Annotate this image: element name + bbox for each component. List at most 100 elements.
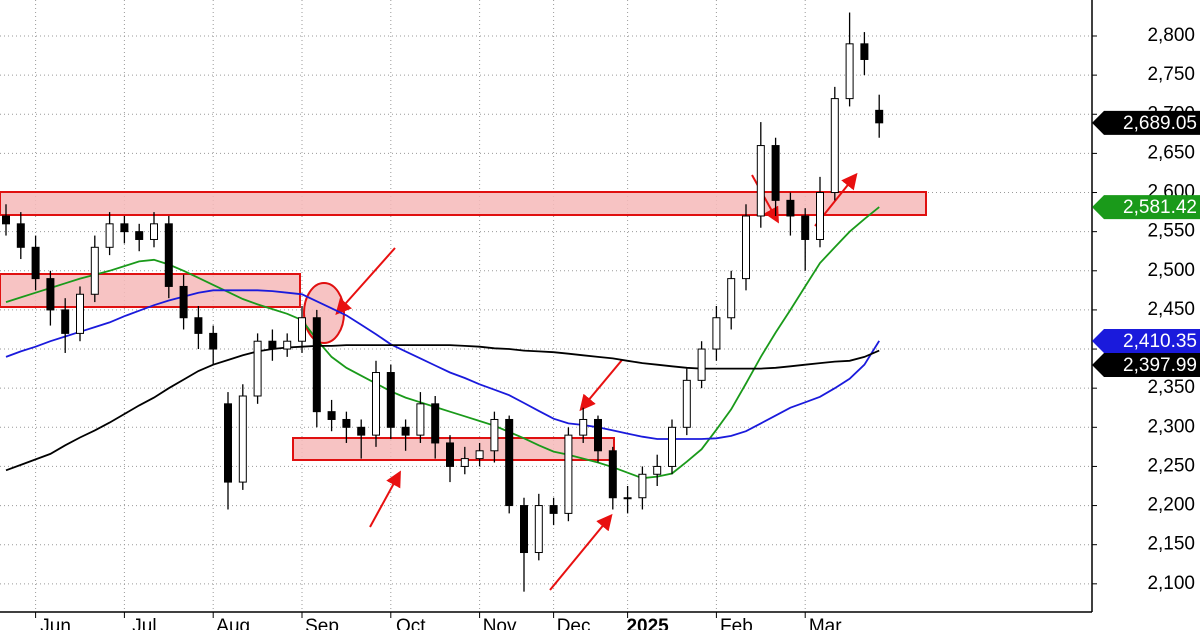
- candle-body: [238, 395, 247, 483]
- candle-body: [579, 418, 588, 436]
- x-tick-label: Jul: [132, 616, 156, 630]
- moving-average-line: [5, 289, 880, 440]
- y-tick-label: 2,500: [1147, 260, 1195, 281]
- candle-body: [357, 426, 366, 436]
- candle-body: [786, 199, 795, 217]
- candle-body: [372, 372, 380, 436]
- y-tick-label: 2,550: [1147, 221, 1195, 242]
- candle-body: [742, 215, 750, 280]
- arrow: [335, 247, 396, 315]
- candle-body: [416, 403, 425, 436]
- x-tick-label: Dec: [557, 616, 591, 630]
- candle-body: [608, 450, 617, 499]
- last-value-badge: [1092, 352, 1200, 377]
- x-tick-label: 2025: [626, 616, 669, 630]
- candle-body: [727, 278, 736, 319]
- candle-body: [682, 379, 691, 428]
- last-value-label: 2,689.05: [1123, 113, 1197, 134]
- axis-panel: [1093, 0, 1200, 630]
- x-tick-label: Nov: [483, 616, 517, 630]
- x-tick-label: Jun: [40, 616, 71, 630]
- candle-body: [668, 426, 676, 467]
- candle-body: [342, 418, 351, 428]
- candle-body: [801, 215, 810, 240]
- candle-body: [756, 145, 765, 217]
- candle-body: [135, 231, 144, 240]
- x-tick-label: Oct: [396, 616, 426, 630]
- x-tick-label: Feb: [720, 616, 753, 630]
- candle-body: [712, 317, 721, 350]
- y-tick-label: 2,450: [1147, 299, 1195, 320]
- last-value-badge: [1092, 328, 1200, 353]
- candle-body: [268, 340, 277, 350]
- y-tick-label: 2,650: [1147, 142, 1195, 163]
- plot-layer: [2, 12, 884, 592]
- candle-body: [283, 340, 292, 350]
- x-tick-label: Aug: [216, 616, 250, 630]
- candle-body: [697, 348, 706, 381]
- candle-body: [16, 223, 25, 248]
- candle-body: [830, 98, 839, 194]
- candle-body: [253, 340, 262, 397]
- candle-body: [194, 317, 203, 334]
- moving-average-line: [5, 344, 880, 472]
- candle-body: [623, 497, 632, 500]
- candle-body: [816, 192, 824, 240]
- y-tick-label: 2,250: [1147, 455, 1195, 476]
- candle-body: [446, 442, 454, 467]
- last-value-badge: [1092, 195, 1200, 220]
- candle-body: [401, 426, 410, 436]
- candle-body: [460, 458, 469, 467]
- candle-body: [431, 403, 440, 444]
- resistance-zone: [0, 191, 927, 216]
- y-tick-label: 2,750: [1147, 64, 1195, 85]
- candle-body: [490, 418, 499, 452]
- moving-average-line: [5, 206, 880, 480]
- y-tick-label: 2,150: [1147, 534, 1195, 555]
- axis-layer: 2,1002,1502,2002,2502,3002,3502,4002,450…: [35, 25, 1200, 630]
- arrow: [369, 470, 401, 528]
- candle-body: [179, 285, 188, 319]
- candle-body: [475, 450, 484, 460]
- candle-body: [150, 223, 158, 240]
- candle-body: [312, 317, 321, 413]
- candle-body: [164, 223, 173, 287]
- candle-body: [120, 223, 129, 233]
- y-tick-label: 2,350: [1147, 377, 1195, 398]
- candle-body: [638, 473, 647, 499]
- last-value-label: 2,397.99: [1123, 355, 1197, 376]
- candle-body: [386, 372, 395, 428]
- last-value-label: 2,581.42: [1123, 197, 1197, 218]
- candle-body: [2, 215, 10, 225]
- candle-body: [771, 145, 780, 201]
- candle-body: [46, 278, 55, 311]
- candle-body: [653, 465, 662, 475]
- candle-body: [90, 246, 99, 295]
- candle-body: [298, 317, 306, 342]
- x-tick-label: Sep: [305, 616, 339, 630]
- candle-body: [209, 332, 218, 350]
- y-tick-label: 2,100: [1147, 573, 1195, 594]
- highlight-ellipse: [303, 282, 345, 344]
- candle-body: [327, 411, 336, 420]
- last-value-badge: [1092, 110, 1200, 135]
- candle-body: [520, 505, 528, 554]
- candle-body: [845, 43, 854, 100]
- candle-body: [549, 505, 558, 514]
- candle-body: [224, 403, 232, 483]
- arrow: [579, 359, 623, 412]
- y-tick-label: 2,800: [1147, 25, 1195, 46]
- candle-body: [76, 293, 84, 334]
- last-value-label: 2,410.35: [1123, 331, 1197, 352]
- candle-body: [534, 505, 543, 554]
- candle-body: [564, 434, 573, 514]
- candle-body: [594, 418, 602, 452]
- candle-body: [860, 43, 869, 60]
- candle-body: [61, 309, 70, 334]
- candle-body: [31, 246, 40, 280]
- candle-body: [505, 418, 514, 507]
- y-tick-label: 2,300: [1147, 416, 1195, 437]
- x-tick-label: Mar: [809, 616, 842, 630]
- arrow: [549, 513, 613, 591]
